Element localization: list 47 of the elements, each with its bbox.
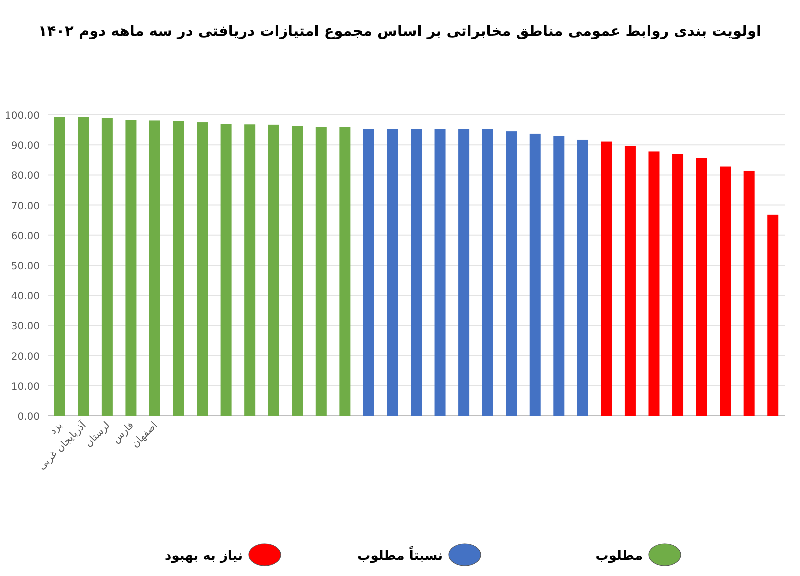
bar bbox=[268, 124, 280, 416]
bar bbox=[554, 136, 565, 416]
x-tick-label: فارس bbox=[110, 420, 136, 446]
legend-label: مطلوب bbox=[596, 549, 643, 564]
y-tick-label: 20.00 bbox=[11, 352, 40, 363]
bar bbox=[506, 132, 518, 416]
bar bbox=[434, 129, 446, 416]
bar bbox=[601, 142, 612, 416]
bar bbox=[530, 134, 541, 416]
bar bbox=[292, 126, 304, 416]
bar bbox=[624, 146, 636, 416]
bar bbox=[197, 122, 208, 416]
bar bbox=[411, 129, 422, 416]
bar bbox=[720, 166, 732, 416]
bar bbox=[648, 152, 660, 416]
bar bbox=[577, 140, 588, 416]
legend-label: نیاز به بهبود bbox=[165, 549, 243, 564]
bar bbox=[126, 120, 137, 416]
bar bbox=[744, 170, 755, 416]
y-tick-label: 10.00 bbox=[11, 382, 40, 393]
y-tick-label: 50.00 bbox=[11, 262, 40, 272]
bar bbox=[244, 124, 256, 416]
y-tick-label: 40.00 bbox=[11, 292, 40, 303]
y-tick-label: 0.00 bbox=[18, 412, 40, 423]
bar bbox=[363, 129, 374, 416]
bar bbox=[340, 127, 351, 416]
bar bbox=[672, 154, 684, 416]
bar bbox=[458, 129, 470, 416]
bar bbox=[149, 120, 160, 416]
y-tick-label: 100.00 bbox=[5, 111, 40, 122]
bar bbox=[768, 214, 779, 416]
bar bbox=[54, 117, 66, 416]
bar bbox=[316, 127, 327, 416]
bar bbox=[482, 129, 494, 416]
y-tick-label: 90.00 bbox=[11, 141, 40, 152]
chart-title: اولویت بندی روابط عمومی مناطق مخابراتی بر اساس مجموع امتیازات دریافتی در سه ماهه دوم ۱۴۰۲ bbox=[38, 24, 762, 40]
bar bbox=[387, 129, 398, 416]
bar bbox=[173, 121, 184, 416]
y-tick-label: 70.00 bbox=[11, 201, 40, 212]
y-tick-label: 80.00 bbox=[11, 171, 40, 182]
bar bbox=[696, 158, 708, 416]
bar bbox=[78, 117, 90, 416]
legend-label: نسبتاً مطلوب bbox=[358, 546, 443, 564]
bar bbox=[102, 118, 113, 416]
bar bbox=[220, 124, 232, 416]
y-tick-label: 30.00 bbox=[11, 322, 40, 333]
y-tick-label: 60.00 bbox=[11, 231, 40, 242]
